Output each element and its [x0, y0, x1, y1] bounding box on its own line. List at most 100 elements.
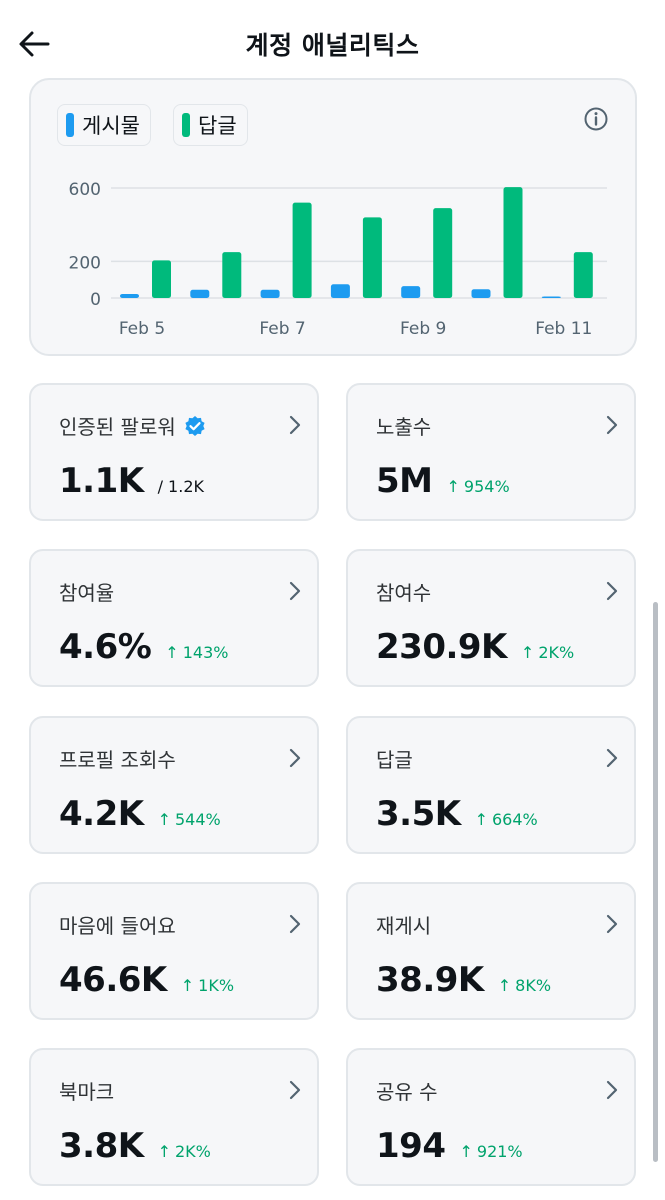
legend-swatch-replies [182, 113, 190, 137]
x-tick-label: Feb 7 [259, 319, 305, 339]
arrow-up-icon: ↑ [165, 643, 179, 662]
chevron-right-icon [606, 748, 618, 768]
arrow-left-icon [19, 31, 50, 57]
bar-posts[interactable] [541, 296, 561, 299]
stat-change: ↑ 1K% [181, 976, 234, 995]
stat-label: 마음에 들어요 [59, 910, 176, 939]
stat-value: 3.5K [376, 794, 461, 834]
stat-card[interactable]: 답글 3.5K ↑ 664% [346, 716, 636, 854]
bar-replies[interactable] [292, 202, 312, 298]
stat-card[interactable]: 참여율 4.6% ↑ 143% [29, 549, 319, 687]
scrollbar[interactable] [653, 602, 658, 1162]
bar-posts[interactable] [190, 289, 210, 298]
stat-change: ↑ 2K% [158, 1142, 211, 1161]
stat-value-row: 46.6K ↑ 1K% [59, 960, 234, 1000]
stat-card[interactable]: 노출수 5M ↑ 954% [346, 383, 636, 521]
bar-replies[interactable] [433, 208, 453, 298]
y-tick-label: 600 [69, 180, 101, 200]
stat-card[interactable]: 프로필 조회수 4.2K ↑ 544% [29, 716, 319, 854]
stat-value-row: 230.9K ↑ 2K% [376, 627, 574, 667]
stat-label: 북마크 [59, 1076, 114, 1105]
stat-value: 1.1K [59, 461, 144, 501]
stat-total: / 1.2K [157, 477, 204, 496]
stat-label-text: 마음에 들어요 [59, 914, 176, 938]
x-tick-label: Feb 11 [535, 319, 592, 339]
x-tick-label: Feb 9 [400, 319, 446, 339]
stat-value: 38.9K [376, 960, 484, 1000]
stat-label: 재게시 [376, 910, 431, 939]
chevron-right-icon [606, 415, 618, 435]
stat-label-text: 인증된 팔로워 [59, 415, 176, 439]
stat-change: ↑ 664% [475, 810, 538, 829]
stat-label-text: 북마크 [59, 1080, 115, 1104]
stat-label: 참여율 [59, 577, 114, 606]
bar-posts[interactable] [401, 286, 421, 298]
stat-value-row: 38.9K ↑ 8K% [376, 960, 551, 1000]
stat-label-text: 답글 [376, 748, 413, 772]
stat-label-text: 공유 수 [376, 1080, 438, 1104]
stat-value: 230.9K [376, 627, 507, 667]
chart-card: 게시물 답글 0 200 600 Feb 5 Feb 7 Feb 9 Feb 11 [29, 78, 637, 356]
app-header: 계정 애널리틱스 [0, 0, 665, 84]
info-icon[interactable] [583, 106, 609, 132]
stat-change-value: 8K% [515, 976, 552, 995]
arrow-up-icon: ↑ [474, 810, 488, 829]
stat-value: 4.2K [59, 794, 144, 834]
legend-replies[interactable]: 답글 [173, 104, 248, 146]
chevron-right-icon [289, 914, 301, 934]
stat-value: 4.6% [59, 627, 152, 667]
stat-change-value: 1K% [198, 976, 235, 995]
legend-posts[interactable]: 게시물 [57, 104, 151, 146]
bar-replies[interactable] [152, 260, 171, 298]
stat-change: ↑ 2K% [521, 643, 574, 662]
stat-card[interactable]: 재게시 38.9K ↑ 8K% [346, 882, 636, 1020]
stat-value-row: 3.8K ↑ 2K% [59, 1126, 211, 1166]
bar-posts[interactable] [471, 289, 491, 298]
stat-change-value: 2K% [174, 1142, 211, 1161]
chevron-right-icon [606, 914, 618, 934]
legend-swatch-posts [66, 113, 74, 137]
stat-value-row: 4.6% ↑ 143% [59, 627, 228, 667]
stat-label: 노출수 [376, 411, 431, 440]
stat-change: ↑ 954% [447, 477, 510, 496]
arrow-up-icon: ↑ [157, 810, 171, 829]
stat-change: ↑ 8K% [498, 976, 551, 995]
bar-replies[interactable] [503, 187, 523, 298]
bar-replies[interactable] [222, 252, 242, 298]
stat-card[interactable]: 마음에 들어요 46.6K ↑ 1K% [29, 882, 319, 1020]
stat-card[interactable]: 인증된 팔로워 1.1K / 1.2K [29, 383, 319, 521]
stat-value-row: 1.1K / 1.2K [59, 461, 204, 501]
arrow-up-icon: ↑ [497, 976, 512, 995]
stat-value-row: 3.5K ↑ 664% [376, 794, 538, 834]
stat-label-text: 참여수 [376, 581, 432, 605]
legend-label-replies: 답글 [198, 114, 237, 138]
stat-label: 답글 [376, 744, 413, 773]
stat-label: 참여수 [376, 577, 431, 606]
arrow-up-icon: ↑ [157, 1142, 171, 1161]
stat-value: 194 [376, 1126, 446, 1166]
x-tick-label: Feb 5 [119, 319, 165, 339]
bar-posts[interactable] [330, 284, 350, 298]
stat-change-value: 954% [463, 477, 510, 496]
stat-card[interactable]: 공유 수 194 ↑ 921% [346, 1048, 636, 1186]
stat-change: ↑ 921% [459, 1142, 522, 1161]
stat-value-row: 4.2K ↑ 544% [59, 794, 221, 834]
chevron-right-icon [289, 415, 301, 435]
chevron-right-icon [289, 748, 301, 768]
stat-change: ↑ 143% [165, 643, 228, 662]
bar-posts[interactable] [260, 289, 280, 298]
stat-value: 46.6K [59, 960, 167, 1000]
stat-label: 공유 수 [376, 1076, 438, 1105]
stat-card[interactable]: 참여수 230.9K ↑ 2K% [346, 549, 636, 687]
back-button[interactable] [14, 26, 54, 62]
bar-replies[interactable] [362, 217, 382, 298]
stat-value-row: 5M ↑ 954% [376, 461, 510, 501]
bar-replies[interactable] [573, 252, 593, 298]
stat-card[interactable]: 북마크 3.8K ↑ 2K% [29, 1048, 319, 1186]
stat-label-text: 재게시 [376, 914, 432, 938]
stat-value: 5M [376, 461, 433, 501]
stat-change-value: 921% [476, 1142, 523, 1161]
bar-posts[interactable] [120, 293, 139, 298]
arrow-up-icon: ↑ [446, 477, 460, 496]
stat-change: ↑ 544% [158, 810, 221, 829]
